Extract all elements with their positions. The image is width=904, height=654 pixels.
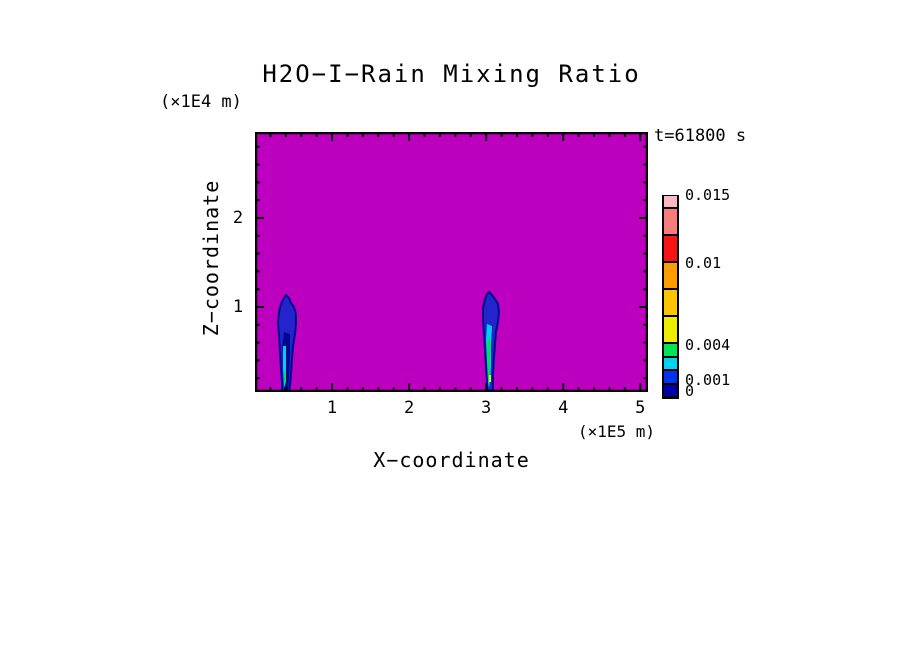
x-tick-label: 3 — [481, 398, 492, 418]
x-axis-title: X−coordinate — [373, 448, 530, 472]
plot-background — [255, 132, 648, 392]
colorbar-segment — [664, 317, 677, 343]
rain-features — [277, 291, 500, 392]
y-axis-unit-label: (×1E4 m) — [160, 92, 242, 112]
colorbar-segment — [664, 196, 677, 208]
plot-border — [255, 132, 648, 392]
plot-title: H2O−I−Rain Mixing Ratio — [262, 60, 641, 88]
colorbar-segment — [664, 209, 677, 235]
x-tick-label: 4 — [558, 398, 569, 418]
x-tick-label: 5 — [635, 398, 646, 418]
rain-shaft-2-yellow-spot — [489, 375, 491, 382]
rain-shaft-2-green-streak — [487, 338, 491, 384]
y-tick-label: 1 — [232, 297, 244, 317]
colorbar-segment — [664, 371, 677, 383]
colorbar-segment — [664, 384, 677, 396]
y-tick-label: 2 — [232, 208, 244, 228]
colorbar-tick-label: 0.001 — [685, 371, 731, 390]
x-tick-label: 2 — [403, 398, 415, 418]
colorbar-segment — [664, 263, 677, 289]
colorbar-tick-label: 0.01 — [685, 254, 722, 272]
colorbar-segment — [664, 236, 677, 262]
colorbar-tick-label: 0 — [685, 382, 695, 400]
colorbar-tick-label: 0.015 — [685, 186, 731, 204]
plot-area — [255, 132, 648, 392]
x-axis-unit-label: (×1E5 m) — [577, 422, 655, 441]
y-axis-title: Z−coordinate — [199, 179, 223, 337]
colorbar-segment — [664, 357, 677, 370]
colorbar-segment — [664, 344, 677, 356]
time-stamp-label: t=61800 s — [654, 126, 747, 146]
colorbar — [662, 195, 679, 399]
colorbar-tick-label: 0.004 — [685, 335, 731, 354]
colorbar-segment — [664, 290, 677, 316]
rain-shaft-1-green-streak — [284, 372, 286, 386]
x-tick-label: 1 — [326, 398, 338, 418]
